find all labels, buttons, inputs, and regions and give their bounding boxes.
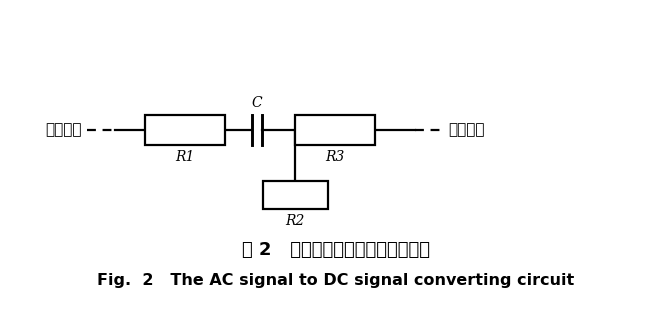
- Text: 直流输出: 直流输出: [448, 123, 485, 138]
- Text: R3: R3: [325, 150, 345, 164]
- Text: R2: R2: [286, 214, 304, 228]
- Text: C: C: [252, 96, 262, 110]
- Text: 图 2   交流信号到直流信号转换电路: 图 2 交流信号到直流信号转换电路: [242, 241, 430, 259]
- Bar: [145, 115, 225, 145]
- Bar: [295, 115, 375, 145]
- Text: Fig.  2   The AC signal to DC signal converting circuit: Fig. 2 The AC signal to DC signal conver…: [97, 272, 575, 288]
- Text: R1: R1: [175, 150, 195, 164]
- Text: 交流输入: 交流输入: [46, 123, 82, 138]
- Bar: [263, 181, 327, 209]
